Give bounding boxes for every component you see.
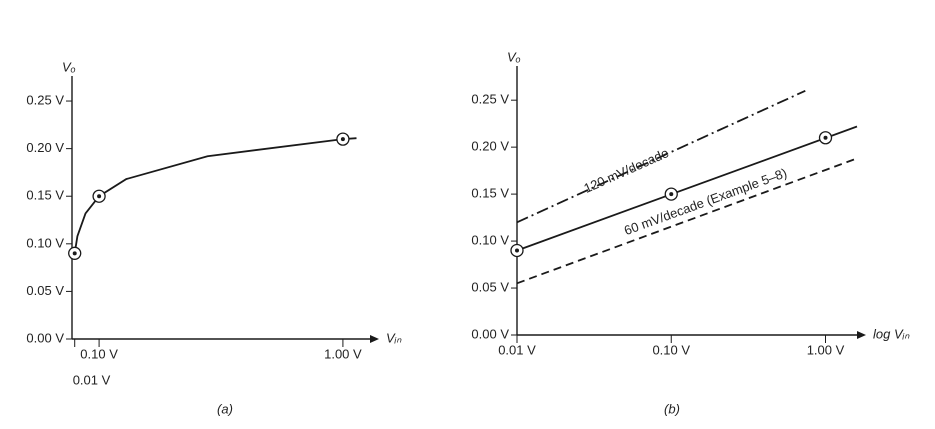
point-dot xyxy=(824,136,828,140)
line xyxy=(517,158,857,283)
x-tick-label: 1.00 V xyxy=(807,342,845,357)
y-tick-label: 0.00 V xyxy=(471,326,509,341)
y-tick-label: 0.20 V xyxy=(471,139,509,154)
point-dot xyxy=(341,137,345,141)
x-tick-label: 0.10 V xyxy=(80,346,118,361)
x-arrow xyxy=(370,335,379,343)
figure: Vₒ Vᵢₙ (a) 0.00 V 0.05 V 0.10 V 0.15 V 0.20 V 0.… xyxy=(0,0,935,429)
y-axis-title: Vₒ xyxy=(62,59,76,74)
x-tick-label: 0.10 V xyxy=(652,342,690,357)
x-axis-title: log Vᵢₙ xyxy=(873,326,910,341)
y-tick-label: 0.10 V xyxy=(26,235,64,250)
y-tick-label: 0.20 V xyxy=(26,140,64,155)
x-arrow xyxy=(857,331,866,339)
y-tick-label: 0.25 V xyxy=(26,92,64,107)
y-axis-title: Vₒ xyxy=(507,49,521,64)
point-dot xyxy=(97,194,101,198)
annotation: 60 mV/decade (Example 5–8) xyxy=(622,165,789,238)
x-axis-title: Vᵢₙ xyxy=(386,330,402,345)
y-tick-label: 0.15 V xyxy=(26,188,64,203)
panel-label: (a) xyxy=(217,401,233,416)
annotation: 120 mV/decade xyxy=(582,145,671,196)
curve xyxy=(75,138,357,253)
y-tick-label: 0.10 V xyxy=(471,233,509,248)
point-dot xyxy=(515,248,519,252)
y-tick-label: 0.15 V xyxy=(471,186,509,201)
x-tick-label: 0.01 V xyxy=(498,342,536,357)
y-tick-label: 0.00 V xyxy=(26,330,64,345)
point-dot xyxy=(669,192,673,196)
page: Vₒ Vᵢₙ (a) 0.00 V 0.05 V 0.10 V 0.15 V 0.20 V 0.… xyxy=(0,0,935,429)
y-tick-label: 0.05 V xyxy=(26,283,64,298)
panel-label: (b) xyxy=(664,401,680,416)
x-tick-label: 0.01 V xyxy=(73,372,111,387)
x-tick-label: 1.00 V xyxy=(324,346,362,361)
y-tick-label: 0.25 V xyxy=(471,92,509,107)
point-dot xyxy=(73,251,77,255)
y-tick-label: 0.05 V xyxy=(471,279,509,294)
